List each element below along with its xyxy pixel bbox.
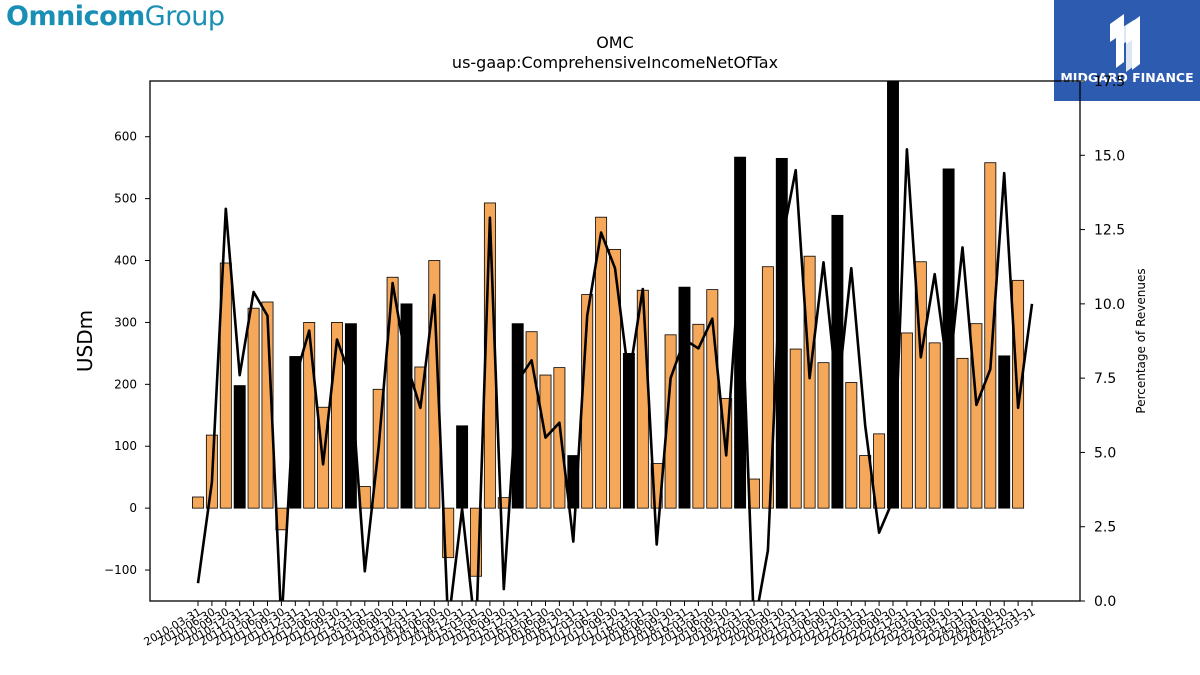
y-axis-left: −100 0 100 200 300 400 500 600 — [104, 130, 150, 577]
bar-2023-06-30 — [928, 342, 941, 509]
bar-2012-09-30 — [331, 322, 343, 509]
y-tick-label: 100 — [114, 439, 137, 453]
y-tick-label: −100 — [104, 563, 137, 577]
bar-2013-12-31 — [400, 303, 413, 509]
bar-2010-09-30 — [219, 262, 232, 509]
y-axis-right: 0.0 2.5 5.0 7.5 10.0 12.5 15.0 17.5 — [1080, 74, 1125, 610]
bar-2012-03-31 — [303, 322, 316, 509]
bar-2022-03-31 — [859, 455, 872, 509]
y2-tick-label: 10.0 — [1094, 297, 1125, 313]
bar-2022-06-30 — [873, 433, 886, 509]
y2-tick-label: 15.0 — [1094, 148, 1125, 164]
y-tick-label: 400 — [114, 254, 137, 268]
percentage-line — [196, 148, 1034, 601]
bar-2017-12-31 — [622, 352, 635, 509]
bar-2021-12-31 — [845, 382, 858, 509]
bar-2017-06-30 — [595, 216, 608, 509]
omnicom-group-logo: OmnicomGroup — [6, 1, 225, 32]
bar-2011-12-31 — [289, 356, 302, 509]
bar-2024-03-31 — [970, 323, 983, 509]
y2-tick-label: 5.0 — [1094, 445, 1116, 461]
y2-tick-label: 2.5 — [1094, 520, 1116, 536]
y-tick-label: 200 — [114, 377, 137, 391]
line-series — [196, 148, 1034, 601]
bar-2017-09-30 — [609, 248, 621, 509]
bar-2016-03-31 — [525, 331, 538, 509]
y2-tick-label: 17.5 — [1094, 74, 1125, 90]
bar-2016-09-30 — [553, 367, 566, 509]
bar-2020-09-30 — [775, 157, 788, 509]
y2-tick-label: 12.5 — [1094, 223, 1125, 239]
bar-2021-09-30 — [831, 214, 844, 509]
bar-2014-03-31 — [414, 366, 427, 509]
bar-2018-09-30 — [664, 334, 677, 509]
bar-2011-06-30 — [261, 301, 274, 509]
bar-2010-03-31 — [192, 496, 204, 509]
bar-2023-03-31 — [914, 261, 927, 509]
bar-2024-09-30 — [998, 355, 1011, 509]
bar-2019-06-30 — [706, 289, 719, 509]
chart-subtitle: us-gaap:ComprehensiveIncomeNetOfTax — [452, 53, 778, 72]
bar-2016-06-30 — [539, 374, 552, 509]
bar-2014-12-31 — [456, 425, 469, 509]
bar-2014-06-30 — [428, 260, 441, 509]
chart-title: OMC — [596, 33, 634, 52]
bar-2018-12-31 — [678, 286, 691, 509]
y-axis-label: USDm — [73, 310, 97, 372]
y-tick-label: 0 — [129, 501, 137, 515]
bar-2019-03-31 — [692, 323, 705, 509]
midgard-finance-wordmark: MIDGARD FINANCE — [1060, 70, 1194, 85]
y-tick-label: 600 — [114, 130, 137, 144]
bar-2012-12-31 — [344, 323, 357, 509]
bar-2016-12-31 — [567, 455, 580, 509]
bar-2020-06-30 — [761, 266, 774, 509]
midgard-finance-logo: MIDGARD FINANCE — [1054, 0, 1200, 101]
bar-2022-09-30 — [887, 81, 899, 509]
bar-2015-12-31 — [511, 323, 524, 509]
x-axis: 2010-03-312010-06-302010-09-302010-12-31… — [142, 601, 1038, 649]
bar-2014-09-30 — [442, 507, 455, 559]
bar-2020-12-31 — [789, 348, 802, 509]
bar-2022-12-31 — [900, 332, 913, 509]
y2-tick-label: 7.5 — [1094, 371, 1116, 387]
y2-axis-label: Percentage of Revenues — [1134, 268, 1148, 413]
y2-tick-label: 0.0 — [1094, 594, 1116, 610]
bar-2018-03-31 — [636, 289, 649, 509]
bar-2015-03-31 — [470, 507, 482, 577]
y-tick-label: 300 — [114, 315, 137, 329]
bar-2023-12-31 — [956, 357, 969, 509]
bar-2021-03-31 — [803, 255, 816, 509]
y-tick-label: 500 — [114, 192, 137, 206]
bar-2010-12-31 — [233, 385, 246, 509]
midgard-logo-icon — [1110, 14, 1140, 72]
bar-2013-09-30 — [386, 276, 399, 509]
bar-series — [192, 81, 1025, 577]
bar-2021-06-30 — [817, 362, 830, 509]
bar-2024-06-30 — [984, 162, 997, 509]
bar-2011-03-31 — [247, 307, 260, 509]
